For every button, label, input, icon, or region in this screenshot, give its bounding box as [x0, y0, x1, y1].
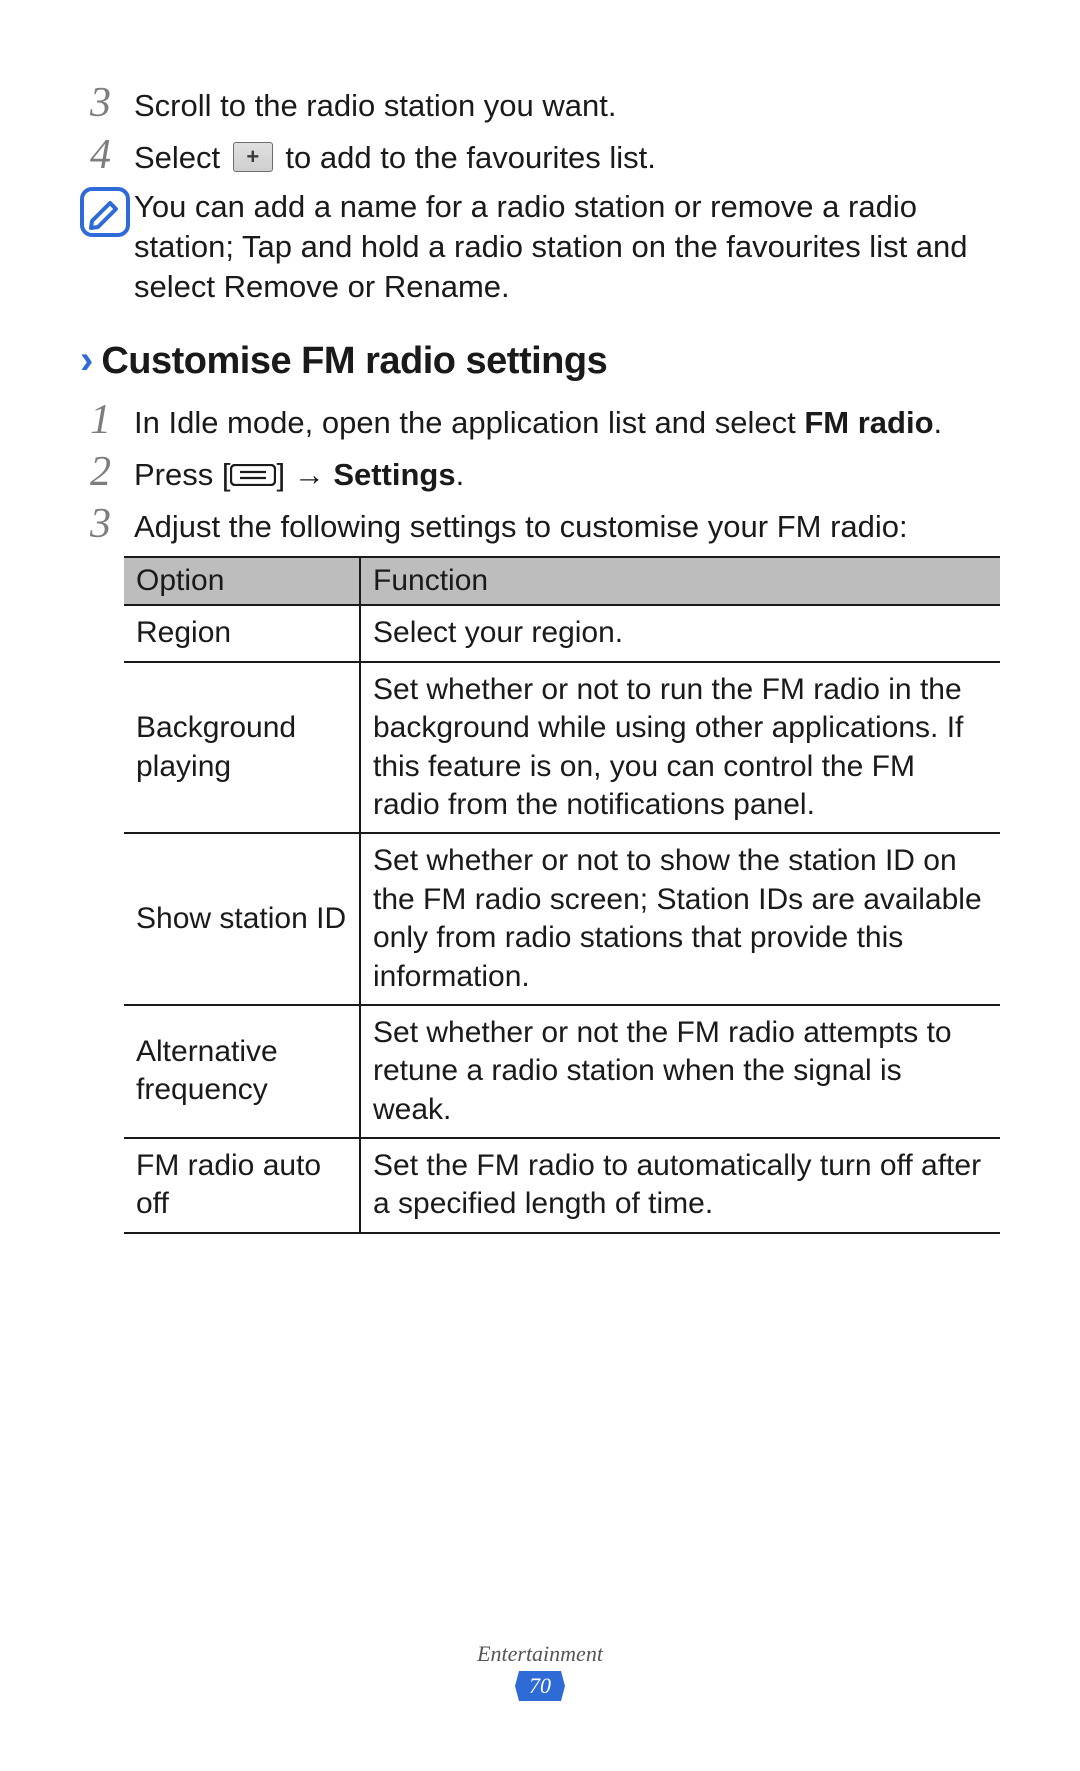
part-0: Adjust the following settings to customi… [134, 509, 908, 544]
table-row: Alternative frequency Set whether or not… [124, 1005, 1000, 1138]
note-part-1: Remove [224, 269, 339, 304]
cell-option: FM radio auto off [124, 1138, 360, 1233]
step-number: 2 [90, 449, 134, 493]
step-number: 3 [90, 80, 134, 124]
step-text: Select + to add to the favourites list. [134, 132, 656, 178]
step-text-after: to add to the favourites list. [285, 140, 656, 175]
step-3: 3 Scroll to the radio station you want. [90, 80, 1000, 126]
chevron-icon: › [80, 340, 93, 380]
table-body: Region Select your region. Background pl… [124, 605, 1000, 1232]
step-number: 3 [90, 501, 134, 545]
section-title: Customise FM radio settings [101, 340, 607, 383]
section-step-3: 3 Adjust the following settings to custo… [90, 501, 1000, 547]
cell-option: Show station ID [124, 833, 360, 1005]
table-row: Region Select your region. [124, 605, 1000, 661]
part-0: In Idle mode, open the application list … [134, 405, 804, 440]
cell-option: Region [124, 605, 360, 661]
cell-function: Set whether or not to show the station I… [360, 833, 1000, 1005]
cell-option: Alternative frequency [124, 1005, 360, 1138]
step-number: 1 [90, 397, 134, 441]
cell-function: Set whether or not the FM radio attempts… [360, 1005, 1000, 1138]
header-option: Option [124, 557, 360, 605]
step-text: Adjust the following settings to customi… [134, 501, 908, 547]
part-2: ] → [276, 457, 333, 492]
step-number: 4 [90, 132, 134, 176]
cell-function: Set whether or not to run the FM radio i… [360, 662, 1000, 834]
step-text: In Idle mode, open the application list … [134, 397, 942, 443]
page-footer: Entertainment 70 [0, 1641, 1080, 1701]
note-part-3: Rename [384, 269, 501, 304]
cell-function: Select your region. [360, 605, 1000, 661]
cell-function: Set the FM radio to automatically turn o… [360, 1138, 1000, 1233]
step-text: Press [ ] → Settings. [134, 449, 464, 495]
settings-table: Option Function Region Select your regio… [124, 556, 1000, 1233]
menu-key-icon [230, 462, 276, 488]
note-part-2: or [339, 269, 384, 304]
header-function: Function [360, 557, 1000, 605]
table-row: Show station ID Set whether or not to sh… [124, 833, 1000, 1005]
part-3: Settings [333, 457, 455, 492]
page-number-badge: 70 [515, 1671, 565, 1701]
section-step-2: 2 Press [ ] → Settings. [90, 449, 1000, 495]
note-part-4: . [501, 269, 510, 304]
step-text: Scroll to the radio station you want. [134, 80, 616, 126]
note-callout: You can add a name for a radio station o… [80, 187, 1000, 306]
part-1: FM radio [804, 405, 933, 440]
plus-icon: + [233, 142, 273, 172]
cell-option: Background playing [124, 662, 360, 834]
step-text-before: Select [134, 140, 220, 175]
part-2: . [934, 405, 943, 440]
footer-section-label: Entertainment [0, 1641, 1080, 1667]
section-step-1: 1 In Idle mode, open the application lis… [90, 397, 1000, 443]
step-4: 4 Select + to add to the favourites list… [90, 132, 1000, 178]
section-steps: 1 In Idle mode, open the application lis… [90, 397, 1000, 546]
part-4: . [456, 457, 465, 492]
top-steps: 3 Scroll to the radio station you want. … [90, 80, 1000, 177]
note-icon [80, 187, 134, 242]
table-header-row: Option Function [124, 557, 1000, 605]
part-0: Press [ [134, 457, 230, 492]
table-row: FM radio auto off Set the FM radio to au… [124, 1138, 1000, 1233]
note-text: You can add a name for a radio station o… [134, 187, 1000, 306]
table-row: Background playing Set whether or not to… [124, 662, 1000, 834]
section-heading: › Customise FM radio settings [80, 340, 1000, 383]
